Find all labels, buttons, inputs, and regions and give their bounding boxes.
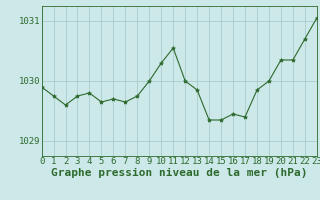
X-axis label: Graphe pression niveau de la mer (hPa): Graphe pression niveau de la mer (hPa) <box>51 168 308 178</box>
